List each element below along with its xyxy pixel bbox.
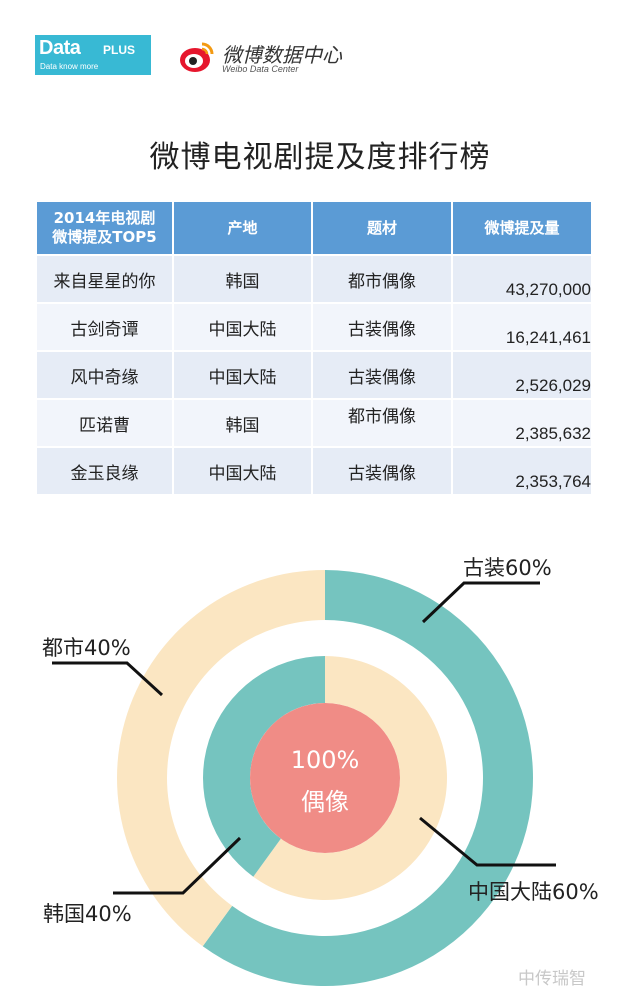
drama-name: 匹诺曹 bbox=[35, 398, 174, 448]
table-header-row: 2014年电视剧 微博提及TOP5 产地 题材 微博提及量 bbox=[35, 200, 593, 256]
table-row: 古剑奇谭 中国大陆 古装偶像 16,241,461 bbox=[35, 302, 593, 352]
center-circle bbox=[250, 703, 400, 853]
drama-genre: 古装偶像 bbox=[311, 350, 453, 400]
label-korea: 韩国40% bbox=[43, 902, 132, 926]
leader-line-korea bbox=[113, 836, 242, 895]
drama-name: 金玉良缘 bbox=[35, 446, 174, 496]
drama-origin: 韩国 bbox=[172, 398, 313, 448]
center-label-genre: 偶像 bbox=[301, 788, 349, 816]
dataplus-logo-plus: PLUS bbox=[103, 43, 136, 57]
drama-origin: 中国大陆 bbox=[172, 446, 313, 496]
drama-mentions: 43,270,000 bbox=[451, 254, 593, 304]
inner-ring-slice-0 bbox=[253, 656, 448, 900]
drama-origin: 韩国 bbox=[172, 254, 313, 304]
weibo-logo-subtitle: Weibo Data Center bbox=[222, 64, 299, 74]
drama-origin: 中国大陆 bbox=[172, 350, 313, 400]
header-mentions: 微博提及量 bbox=[451, 200, 593, 256]
drama-origin: 中国大陆 bbox=[172, 302, 313, 352]
drama-genre: 古装偶像 bbox=[311, 446, 453, 496]
drama-genre: 都市偶像 bbox=[311, 398, 453, 448]
drama-mentions: 2,385,632 bbox=[451, 398, 593, 448]
drama-mentions: 2,526,029 bbox=[451, 350, 593, 400]
weibo-eye-icon bbox=[180, 42, 214, 72]
label-urban: 都市40% bbox=[42, 636, 131, 660]
page-title: 微博电视剧提及度排行榜 bbox=[149, 140, 491, 175]
dataplus-tagline: Data know more bbox=[40, 62, 99, 71]
drama-mentions: 16,241,461 bbox=[451, 302, 593, 352]
label-mainland: 中国大陆60% bbox=[468, 880, 599, 904]
table-row: 金玉良缘 中国大陆 古装偶像 2,353,764 bbox=[35, 446, 593, 496]
donut-rings bbox=[117, 570, 534, 986]
outer-ring-slice-0 bbox=[202, 570, 534, 986]
header-origin: 产地 bbox=[172, 200, 313, 256]
leader-line-ancient bbox=[421, 581, 540, 624]
weibo-logo-title: 微博数据中心 bbox=[222, 43, 342, 67]
dataplus-logo: Data PLUS Data know more bbox=[35, 35, 151, 75]
drama-name: 风中奇缘 bbox=[35, 350, 174, 400]
center-label-percent: 100% bbox=[291, 746, 360, 774]
watermark: 中传瑞智 bbox=[518, 969, 586, 989]
header-drama: 2014年电视剧 微博提及TOP5 bbox=[35, 200, 174, 256]
drama-genre: 古装偶像 bbox=[311, 302, 453, 352]
header-genre: 题材 bbox=[311, 200, 453, 256]
ranking-table: 2014年电视剧 微博提及TOP5 产地 题材 微博提及量 来自星星的你 韩国 … bbox=[35, 200, 593, 496]
outer-ring-slice-1 bbox=[117, 570, 325, 947]
drama-mentions: 2,353,764 bbox=[451, 446, 593, 496]
weibo-data-center-logo: 微博数据中心 Weibo Data Center bbox=[178, 37, 368, 77]
header-drama-line1: 2014年电视剧 bbox=[53, 209, 156, 227]
label-ancient: 古装60% bbox=[463, 556, 552, 580]
drama-name: 来自星星的你 bbox=[35, 254, 174, 304]
table-row: 来自星星的你 韩国 都市偶像 43,270,000 bbox=[35, 254, 593, 304]
table-row: 风中奇缘 中国大陆 古装偶像 2,526,029 bbox=[35, 350, 593, 400]
drama-name: 古剑奇谭 bbox=[35, 302, 174, 352]
table-row: 匹诺曹 韩国 都市偶像 2,385,632 bbox=[35, 398, 593, 448]
leader-line-urban bbox=[52, 661, 164, 697]
header-drama-line2: 微博提及TOP5 bbox=[52, 228, 157, 246]
drama-genre: 都市偶像 bbox=[311, 254, 453, 304]
leader-line-mainland bbox=[419, 816, 556, 867]
inner-ring-slice-1 bbox=[203, 656, 325, 877]
dataplus-logo-main: Data bbox=[39, 37, 81, 59]
